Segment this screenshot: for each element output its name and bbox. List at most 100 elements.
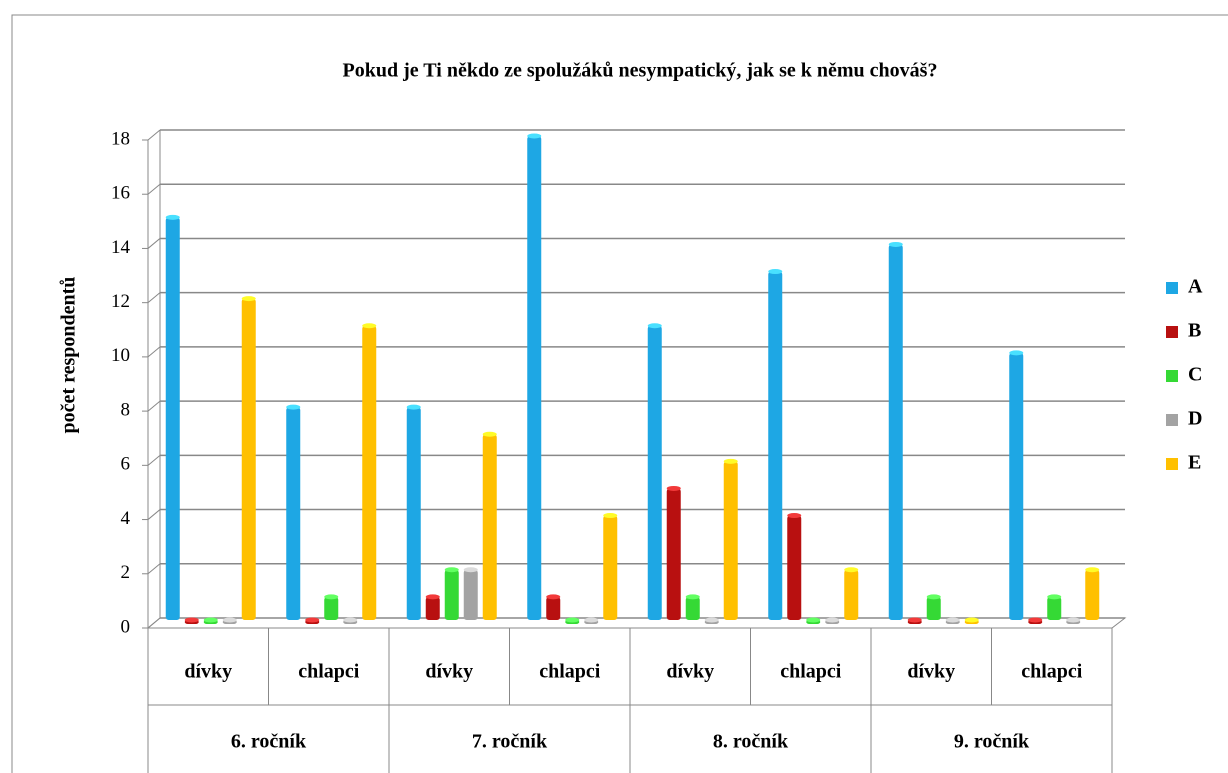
bar-top	[1085, 567, 1100, 573]
x-tick-label: chlapci	[298, 661, 360, 683]
bar-top	[704, 617, 719, 623]
x-tick-label: dívky	[907, 661, 955, 683]
group-label: 8. ročník	[713, 731, 789, 753]
bar-top	[286, 404, 301, 410]
side-grid	[147, 238, 161, 249]
bar-top	[222, 617, 237, 623]
y-tick-label: 18	[111, 128, 130, 149]
x-tick-label: dívky	[666, 661, 714, 683]
bar-top	[844, 567, 859, 573]
bar	[1085, 569, 1100, 620]
bar	[926, 596, 941, 620]
x-tick-label: dívky	[184, 661, 232, 683]
legend-swatch	[1166, 458, 1178, 470]
bar-top	[1047, 594, 1062, 600]
legend-label: C	[1188, 364, 1202, 386]
bar-top	[907, 617, 922, 623]
bar	[647, 325, 662, 620]
bar-top	[603, 513, 618, 519]
y-tick-label: 0	[121, 616, 131, 637]
bar	[406, 407, 421, 620]
bar-top	[362, 323, 377, 329]
bar	[527, 136, 542, 620]
bar-top	[723, 458, 738, 464]
bar-top	[444, 567, 459, 573]
bar	[666, 488, 681, 620]
bar	[165, 217, 180, 621]
y-tick-label: 2	[121, 562, 131, 583]
side-grid	[147, 400, 161, 412]
side-grid	[147, 617, 161, 629]
bar	[463, 569, 478, 620]
bar	[723, 461, 738, 620]
bar-top	[806, 617, 821, 623]
bar-top	[463, 567, 478, 573]
bar-top	[203, 617, 218, 623]
legend-swatch	[1166, 414, 1178, 426]
bar-top	[768, 269, 783, 275]
x-tick-label: chlapci	[539, 661, 601, 683]
legend-label: B	[1188, 320, 1201, 342]
bar	[362, 325, 377, 620]
bar-top	[888, 241, 903, 247]
bar	[425, 596, 440, 620]
bar	[768, 271, 783, 620]
y-tick-label: 10	[111, 345, 130, 366]
y-tick-label: 16	[111, 183, 130, 204]
bar	[685, 596, 700, 620]
chart-title: Pokud je Ti někdo ze spolužáků nesympati…	[343, 60, 938, 82]
bar-top	[527, 133, 542, 139]
legend-swatch	[1166, 282, 1178, 294]
x-tick-label: dívky	[425, 661, 473, 683]
bar	[844, 569, 859, 620]
bar-top	[964, 617, 979, 623]
side-grid	[147, 292, 161, 304]
bar-top	[324, 594, 339, 600]
side-grid	[147, 129, 161, 141]
y-tick-label: 14	[111, 237, 131, 258]
bar-top	[1009, 350, 1024, 356]
bar-top	[546, 594, 561, 600]
y-tick-label: 12	[111, 291, 130, 312]
bar-top	[425, 594, 440, 600]
bar	[324, 596, 339, 620]
x-tick-label: chlapci	[780, 661, 842, 683]
group-label: 6. ročník	[231, 731, 307, 753]
bar	[1047, 596, 1062, 620]
bar-top	[926, 594, 941, 600]
side-grid	[147, 509, 161, 520]
side-grid	[147, 346, 161, 358]
bar	[286, 407, 301, 620]
group-label: 7. ročník	[472, 731, 548, 753]
bar-top	[343, 617, 358, 623]
y-axis-label: počet respondentů	[58, 277, 80, 434]
y-tick-label: 8	[121, 399, 131, 420]
bar-top	[584, 617, 599, 623]
bar	[241, 298, 256, 620]
bar	[603, 515, 618, 620]
bar-top	[184, 617, 199, 623]
side-grid	[147, 454, 161, 466]
side-grid	[147, 183, 161, 195]
bar-top	[565, 617, 580, 623]
bar	[888, 244, 903, 620]
y-tick-label: 4	[121, 508, 131, 529]
legend-swatch	[1166, 326, 1178, 338]
bar-top	[1066, 617, 1081, 623]
bar-top	[482, 431, 497, 437]
group-label: 9. ročník	[954, 731, 1030, 753]
bar	[546, 596, 561, 620]
legend-label: D	[1188, 408, 1202, 430]
bar-top	[685, 594, 700, 600]
legend-label: A	[1188, 276, 1203, 298]
bar-top	[647, 323, 662, 329]
legend-label: E	[1188, 452, 1201, 474]
bar	[1009, 352, 1024, 620]
legend-swatch	[1166, 370, 1178, 382]
bar-top	[406, 404, 421, 410]
y-tick-label: 6	[121, 454, 131, 475]
bar-top	[945, 617, 960, 623]
chart-border	[11, 14, 1228, 773]
x-tick-label: chlapci	[1021, 661, 1083, 683]
